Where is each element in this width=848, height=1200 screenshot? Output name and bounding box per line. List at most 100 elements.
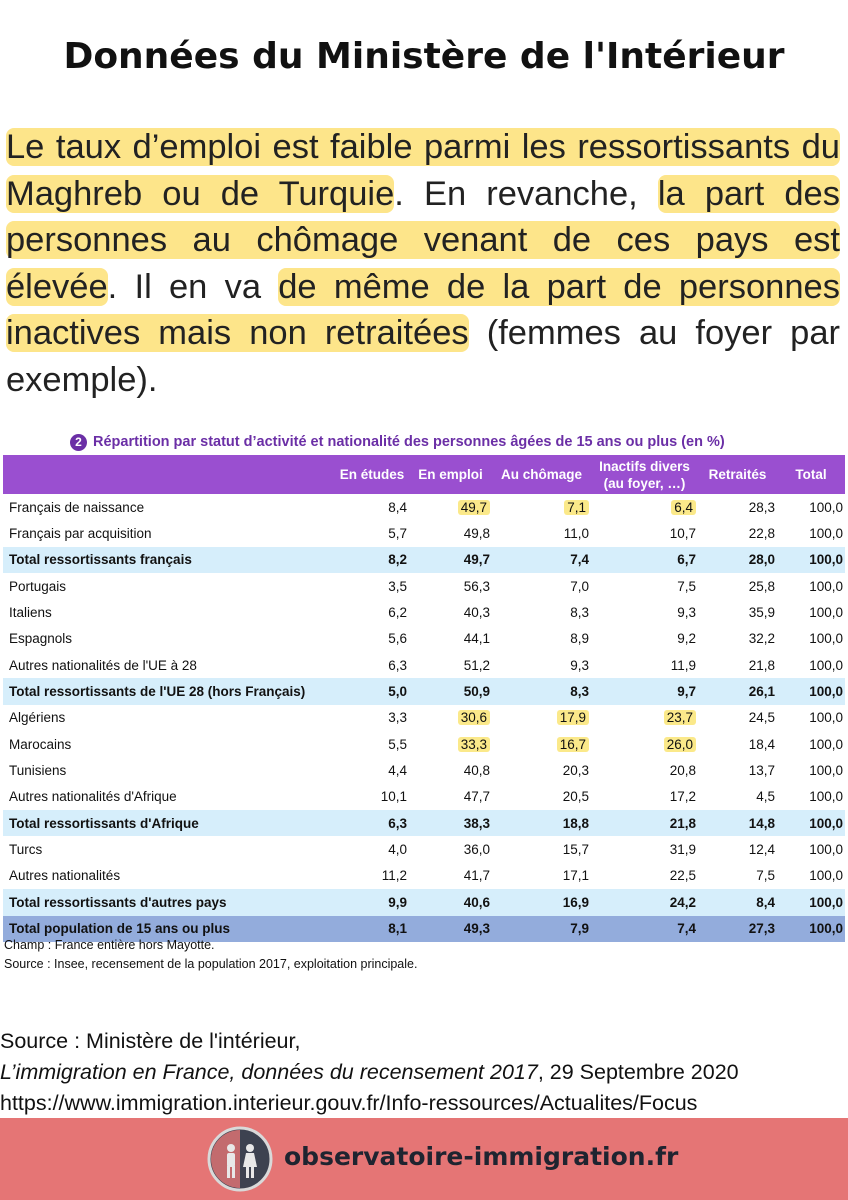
cell-text: 8,9 [570,631,589,647]
table-cell: 22,5 [589,863,696,889]
cell-text: 41,7 [463,868,490,884]
cell-text: 49,3 [463,921,490,937]
table-cell: 8,9 [490,626,589,652]
cell-text: 6,7 [677,552,696,568]
logo [207,1126,273,1192]
table-cell: 100,0 [775,494,843,520]
source-date: , 29 Septembre 2020 [537,1060,739,1084]
cell-text: 22,5 [669,868,696,884]
table-cell: Français de naissance [9,494,333,520]
cell-text: 7,5 [677,578,696,594]
cell-text: 11,0 [563,526,589,542]
cell-text: 100,0 [809,657,843,673]
cell-text: 12,4 [748,842,775,858]
table-cell: 7,5 [696,863,775,889]
cell-text: Autres nationalités [9,868,121,884]
cell-text: 50,9 [463,684,490,700]
table-cell: 9,2 [589,626,696,652]
cell-text: 100,0 [809,710,843,726]
cell-text: Marocains [9,736,72,752]
table-row: Tunisiens 4,4 40,8 20,3 20,8 13,7 100,0 [3,757,845,783]
column-header: Au chômage [500,467,582,482]
cell-text: 8,4 [756,894,775,910]
cell-text: 100,0 [809,578,843,594]
cell-text: 20,8 [669,763,696,779]
cell-text: 24,2 [669,894,696,910]
table-cell: 8,3 [490,678,589,704]
cell-text: Autres nationalités d'Afrique [9,789,177,805]
cell-text: 6,3 [388,815,407,831]
cell-text: 6,2 [388,605,407,621]
cell-text: 47,7 [463,789,490,805]
cell-text: 100,0 [809,789,843,805]
cell-text: 5,5 [388,736,407,752]
table-row: Turcs 4,0 36,0 15,7 31,9 12,4 100,0 [3,836,845,862]
site-name: observatoire-immigration.fr [284,1142,679,1171]
table-cell: 100,0 [775,810,843,836]
cell-text: 7,4 [677,921,696,937]
table-row: Espagnols 5,6 44,1 8,9 9,2 32,2 100,0 [3,626,845,652]
table-cell: 49,3 [407,916,490,942]
cell-text: 44,1 [463,631,490,647]
cell-text: 28,3 [748,499,775,515]
table-cell: Turcs [9,836,333,862]
table-cell: 51,2 [407,652,490,678]
cell-text: 16,9 [562,894,589,910]
table-cell: 7,1 [490,494,589,520]
column-header: Retraités [708,467,767,482]
table-cell: Autres nationalités d'Afrique [9,784,333,810]
table-row: Total ressortissants de l'UE 28 (hors Fr… [3,678,845,705]
cell-text: 8,4 [388,499,407,515]
cell-text: 27,3 [748,921,775,937]
cell-text: 11,2 [381,868,407,884]
cell-text: 18,8 [562,815,589,831]
cell-text: Total ressortissants d'autres pays [9,894,227,910]
cell-text: 5,6 [388,631,407,647]
cell-text: Italiens [9,605,52,621]
cell-text: Français de naissance [9,499,145,515]
table-row: Portugais 3,5 56,3 7,0 7,5 25,8 100,0 [3,573,845,599]
table-row: Total ressortissants d'Afrique 6,3 38,3 18,… [3,810,845,837]
cell-text: 20,5 [562,789,589,805]
table-cell: 33,3 [407,731,490,757]
cell-text: 30,6 [457,710,490,726]
table-cell: 25,8 [696,573,775,599]
table-row: Français de naissance 8,4 49,7 7,1 6,4 28,3 10… [3,494,845,520]
table-cell: 8,2 [333,547,407,573]
cell-text: 100,0 [809,894,843,910]
cell-text: 4,4 [388,763,407,779]
table-cell: Français par acquisition [9,520,333,546]
cell-text: Espagnols [9,631,73,647]
table-cell: 26,0 [589,731,696,757]
cell-text: Portugais [9,578,67,594]
table-cell: 5,0 [333,678,407,704]
table-cell: 22,8 [696,520,775,546]
cell-text: 24,5 [748,710,775,726]
table-cell: 4,5 [696,784,775,810]
cell-text: 100,0 [809,605,843,621]
cell-text: 20,3 [562,763,589,779]
cell-text: 8,2 [388,552,407,568]
table-cell: 38,3 [407,810,490,836]
table-cell: 40,8 [407,757,490,783]
cell-text: 26,1 [748,684,775,700]
title: Données du Ministère de l'Intérieur [63,36,785,77]
cell-text: 7,1 [564,499,589,515]
cell-text: 28,0 [748,552,775,568]
cell-text: 31,9 [669,842,696,858]
table-cell: Marocains [9,731,333,757]
table-cell: 18,4 [696,731,775,757]
table-cell: 31,9 [589,836,696,862]
text: (femmes au foyer par exemple). [6,314,841,399]
table-cell: 100,0 [775,547,843,573]
table-cell: 3,5 [333,573,407,599]
cell-text: Total ressortissants français [9,552,192,568]
table-cell: 8,4 [333,494,407,520]
table-row: Autres nationalités 11,2 41,7 17,1 22,5 7,5 10… [3,863,845,889]
table-cell: 14,8 [696,810,775,836]
table-cell: 100,0 [775,757,843,783]
table-cell: 12,4 [696,836,775,862]
cell-text: 7,4 [570,552,589,568]
table-cell: 17,9 [490,705,589,731]
cell-text: 3,3 [388,710,407,726]
